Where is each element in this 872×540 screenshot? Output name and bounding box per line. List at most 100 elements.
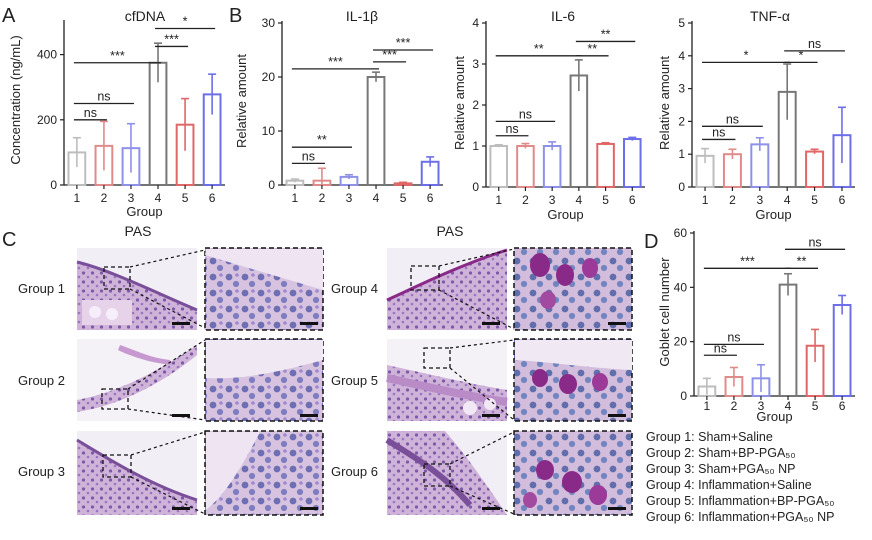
panel-label-b: B (229, 5, 242, 27)
histology-image-group-3 (76, 430, 324, 516)
y-tick-label: 0 (268, 178, 275, 192)
x-tick-label: 5 (182, 191, 189, 205)
x-axis-label: Group (126, 204, 162, 219)
y-tick-label: 4 (472, 16, 479, 30)
y-tick-label: 1 (472, 139, 479, 153)
bar (569, 74, 589, 188)
x-tick-label: 3 (549, 193, 556, 207)
x-tick-label: 2 (101, 191, 108, 205)
significance-label: ns (726, 112, 739, 126)
y-tick-label: 200 (37, 113, 57, 127)
significance-label: *** (110, 49, 125, 63)
x-tick-label: 4 (155, 191, 162, 205)
group-6-label: Group 6 (331, 464, 378, 479)
stain-title-left: PAS (125, 223, 152, 239)
y-tick-label: 20 (262, 70, 276, 84)
group-4-label: Group 4 (331, 281, 378, 296)
x-tick-label: 4 (785, 399, 792, 413)
significance-label: *** (164, 32, 179, 46)
x-tick-label: 5 (811, 193, 818, 207)
y-tick-label: 0 (472, 180, 479, 194)
x-tick-label: 2 (731, 399, 738, 413)
significance-label: * (183, 15, 188, 29)
y-tick-label: 0 (678, 180, 685, 194)
x-tick-label: 3 (758, 399, 765, 413)
x-tick-label: 6 (839, 193, 846, 207)
x-tick-label: 1 (495, 193, 502, 207)
histology-image-group-4 (386, 247, 633, 331)
bar (542, 145, 562, 188)
x-axis-label: Group (755, 207, 791, 222)
significance-label: *** (396, 36, 411, 50)
bar (778, 283, 798, 397)
bar (805, 150, 825, 189)
x-tick-label: 1 (704, 399, 711, 413)
y-axis-label: Relative amount (452, 56, 467, 150)
x-tick-label: 6 (629, 193, 636, 207)
x-tick-label: 6 (427, 191, 434, 205)
x-tick-label: 6 (209, 191, 216, 205)
bar (622, 138, 642, 188)
y-tick-label: 3 (678, 82, 685, 96)
panel-label-c: C (2, 229, 16, 251)
panel-label-a: A (2, 5, 16, 27)
significance-label: * (744, 48, 749, 62)
bar (516, 145, 535, 188)
y-tick-label: 40 (674, 280, 688, 294)
x-tick-label: 2 (319, 191, 326, 205)
chart-title: TNF-α (750, 8, 790, 24)
y-axis-label: Relative amount (234, 54, 249, 148)
significance-label: ns (808, 235, 821, 249)
significance-label: *** (328, 55, 343, 69)
significance-label: ns (97, 90, 110, 104)
significance-label: ns (302, 149, 315, 163)
y-axis-label: Goblet cell number (657, 257, 672, 367)
group-5-label: Group 5 (331, 373, 378, 388)
y-tick-label: 3 (472, 57, 479, 71)
y-tick-label: 2 (472, 98, 479, 112)
x-tick-label: 5 (400, 191, 407, 205)
chart-title: IL-1β (346, 8, 378, 24)
significance-label: ns (519, 107, 532, 121)
y-tick-label: 400 (37, 48, 57, 62)
significance-label: ns (727, 330, 740, 344)
x-tick-label: 3 (346, 191, 353, 205)
legend-item: Group 3: Sham+PGA₅₀ NP (646, 462, 796, 476)
x-axis-label: Group (756, 409, 792, 424)
x-tick-label: 4 (576, 193, 583, 207)
x-tick-label: 2 (522, 193, 529, 207)
y-tick-label: 20 (674, 335, 688, 349)
group-3-label: Group 3 (18, 464, 65, 479)
chart-title: cfDNA (125, 8, 166, 24)
x-tick-label: 3 (128, 191, 135, 205)
significance-label: *** (382, 48, 397, 62)
y-tick-label: 4 (678, 49, 685, 63)
x-tick-label: 4 (373, 191, 380, 205)
significance-label: *** (740, 254, 755, 268)
y-tick-label: 0 (50, 178, 57, 192)
group-2-label: Group 2 (18, 373, 65, 388)
x-tick-label: 3 (756, 193, 763, 207)
y-axis-label: Concentration (ng/mL) (8, 35, 23, 164)
x-tick-label: 1 (74, 191, 81, 205)
x-tick-label: 1 (292, 191, 299, 205)
panel-label-d: D (644, 231, 658, 253)
significance-label: ** (587, 42, 597, 56)
bar (489, 145, 509, 188)
stain-title-right: PAS (437, 223, 464, 239)
y-axis-label: Relative amount (657, 56, 672, 150)
x-tick-label: 5 (812, 399, 819, 413)
significance-label: ** (601, 27, 611, 41)
legend-item: Group 5: Inflammation+BP-PGA₅₀ (646, 494, 834, 508)
y-tick-label: 5 (678, 16, 685, 30)
y-tick-label: 10 (262, 124, 276, 138)
significance-label: ** (534, 42, 544, 56)
histology-image-group-5 (386, 338, 633, 422)
x-tick-label: 5 (602, 193, 609, 207)
histology-panel: PAS PAS Group 1 Group 2 Group 3 Group 4 … (18, 223, 633, 516)
histology-image-group-1 (76, 247, 324, 331)
